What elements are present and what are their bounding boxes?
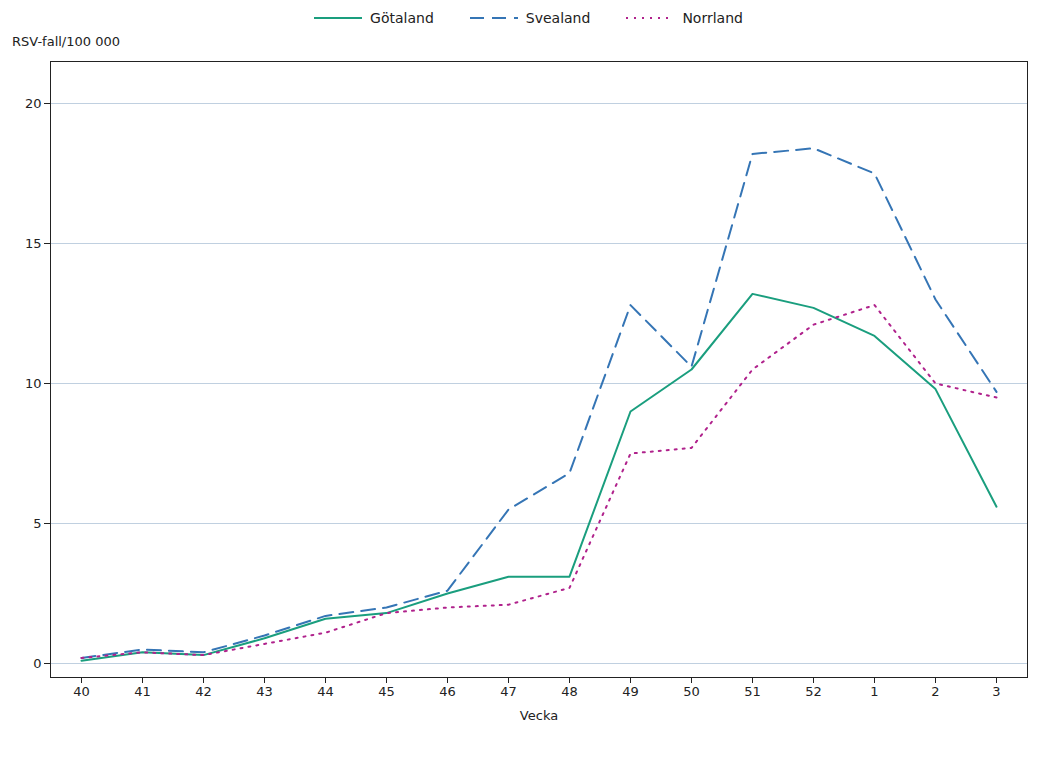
svg-text:Vecka: Vecka xyxy=(520,708,558,723)
svg-text:52: 52 xyxy=(805,684,822,699)
svg-text:45: 45 xyxy=(378,684,395,699)
svg-text:2: 2 xyxy=(931,684,939,699)
html-text:Svealand: Svealand xyxy=(525,10,591,26)
svg-text:47: 47 xyxy=(500,684,517,699)
svg-text:0: 0 xyxy=(33,656,41,671)
html-text:Götaland: Götaland xyxy=(370,10,434,26)
svg-text:42: 42 xyxy=(195,684,212,699)
svg-text:51: 51 xyxy=(744,684,761,699)
svg-text:41: 41 xyxy=(134,684,151,699)
svg-text:44: 44 xyxy=(317,684,334,699)
html-text:RSV-fall/100 000: RSV-fall/100 000 xyxy=(12,34,120,49)
svg-text:5: 5 xyxy=(33,516,41,531)
svg-text:1: 1 xyxy=(870,684,878,699)
svg-text:20: 20 xyxy=(25,96,42,111)
svg-text:40: 40 xyxy=(73,684,90,699)
svg-text:46: 46 xyxy=(439,684,456,699)
svg-text:48: 48 xyxy=(561,684,578,699)
svg-text:50: 50 xyxy=(683,684,700,699)
svg-text:43: 43 xyxy=(256,684,273,699)
svg-text:49: 49 xyxy=(622,684,639,699)
svg-text:15: 15 xyxy=(25,236,42,251)
svg-text:3: 3 xyxy=(992,684,1000,699)
svg-text:10: 10 xyxy=(25,376,42,391)
html-text:Norrland: Norrland xyxy=(682,10,743,26)
